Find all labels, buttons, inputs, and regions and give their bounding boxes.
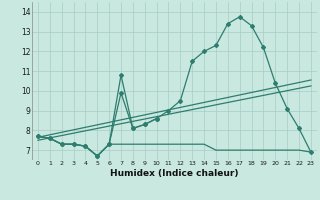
- X-axis label: Humidex (Indice chaleur): Humidex (Indice chaleur): [110, 169, 239, 178]
